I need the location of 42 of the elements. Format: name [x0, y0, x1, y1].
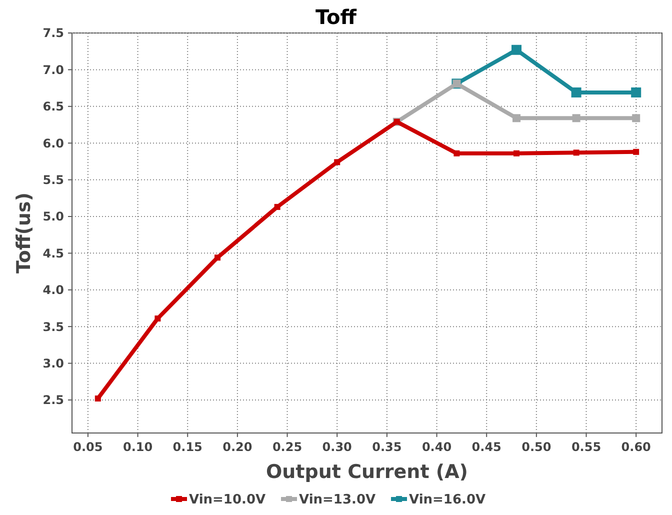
point [632, 114, 640, 122]
x-tick-label: 0.40 [422, 440, 452, 454]
point [154, 316, 161, 322]
point [334, 159, 340, 166]
point [274, 204, 280, 210]
y-tick-label: 6.0 [42, 136, 64, 150]
point [633, 148, 640, 155]
y-tick-label: 7.0 [42, 62, 64, 77]
y-axis-title: Toff(us) [13, 192, 35, 274]
x-tick-label: 0.50 [522, 440, 552, 454]
x-axis-title: Output Current (A) [266, 461, 468, 483]
point [571, 87, 582, 98]
x-tick-label: 0.10 [122, 440, 153, 454]
y-tick-label: 5.0 [42, 210, 64, 224]
x-tick-label: 0.25 [272, 440, 302, 454]
y-tick-label: 5.5 [42, 172, 64, 187]
y-tick-label: 3.5 [42, 320, 64, 334]
x-tick-label: 0.20 [222, 440, 252, 454]
x-tick-label: 0.15 [172, 440, 202, 454]
point [454, 150, 460, 156]
point [572, 114, 580, 122]
point [511, 44, 522, 55]
point [94, 396, 101, 402]
x-tick-label: 0.60 [621, 440, 651, 454]
point [631, 87, 642, 98]
x-tick-label: 0.30 [322, 440, 352, 454]
legend-label: Vin=13.0V [299, 492, 376, 508]
point [214, 254, 221, 261]
chart-title: Toff [316, 5, 358, 29]
x-tick-label: 0.45 [472, 440, 502, 454]
y-tick-label: 4.0 [42, 283, 64, 298]
y-tick-label: 6.5 [42, 100, 64, 114]
y-tick-label: 7.5 [42, 26, 64, 40]
y-tick-label: 3.0 [42, 356, 64, 370]
x-tick-label: 0.55 [571, 440, 602, 454]
point [512, 114, 520, 122]
y-tick-label: 4.5 [42, 246, 64, 260]
y-tick-label: 2.5 [42, 393, 64, 408]
x-tick-label: 0.05 [73, 440, 103, 454]
legend-label: Vin=16.0V [409, 492, 486, 508]
x-tick-label: 0.35 [372, 440, 402, 454]
legend-label: Vin=10.0V [189, 492, 266, 508]
